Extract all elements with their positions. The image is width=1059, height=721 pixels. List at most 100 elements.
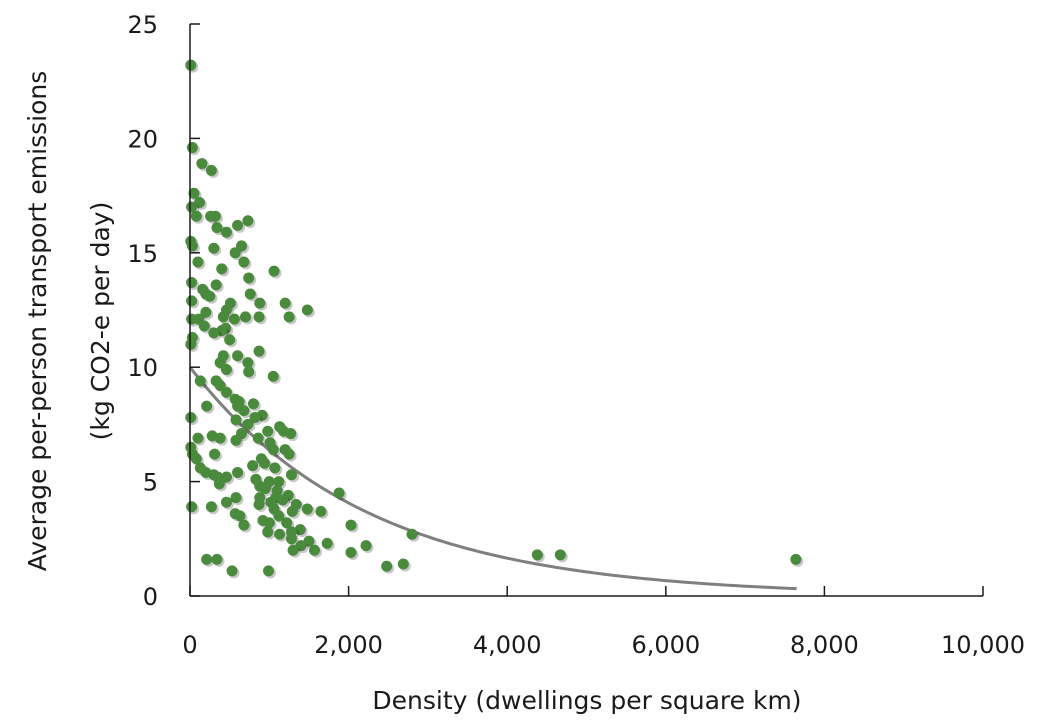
data-point [230, 414, 242, 426]
y-axis-title-group: Average per-person transport emissions [23, 71, 52, 572]
y-tick-label: 15 [127, 240, 158, 268]
data-point [196, 158, 208, 170]
data-point [345, 519, 357, 531]
data-point [192, 432, 204, 444]
data-point [247, 398, 259, 410]
data-point [240, 311, 252, 323]
data-point [216, 263, 228, 275]
data-point [531, 549, 543, 561]
data-point [190, 453, 202, 465]
data-point [238, 405, 250, 417]
data-point [790, 553, 802, 565]
data-point [253, 498, 265, 510]
data-point [220, 226, 232, 238]
data-point [309, 544, 321, 556]
data-point [286, 469, 298, 481]
data-point [283, 448, 295, 460]
data-point [185, 59, 197, 71]
data-point [273, 510, 285, 522]
data-point [190, 210, 202, 222]
data-point [397, 558, 409, 570]
y-tick-label: 20 [127, 125, 158, 153]
data-point [274, 528, 286, 540]
data-point [185, 412, 197, 424]
data-point [243, 366, 255, 378]
data-point [242, 215, 254, 227]
y-tick-label: 0 [143, 583, 158, 611]
data-point [213, 478, 225, 490]
data-point [198, 320, 210, 332]
x-tick-label: 10,000 [941, 631, 1025, 659]
data-point [220, 386, 232, 398]
data-point [301, 503, 313, 515]
data-point [220, 471, 232, 483]
data-point [263, 517, 275, 529]
data-point [238, 519, 250, 531]
data-point [281, 517, 293, 529]
x-tick-label: 8,000 [790, 631, 859, 659]
data-point [262, 526, 274, 538]
data-point [321, 537, 333, 549]
x-tick-label: 4,000 [473, 631, 542, 659]
data-point [220, 363, 232, 375]
data-point [186, 295, 198, 307]
data-point [269, 462, 281, 474]
data-point [232, 350, 244, 362]
data-point [249, 412, 261, 424]
y-axis-ticks: 0 5 10 15 20 25 [127, 11, 200, 611]
data-point [192, 256, 204, 268]
data-point [253, 311, 265, 323]
data-point [211, 222, 223, 234]
data-point [360, 540, 372, 552]
data-point [186, 142, 198, 154]
data-point [286, 505, 298, 517]
y-tick-label: 25 [127, 11, 158, 39]
y-tick-label: 5 [143, 469, 158, 497]
data-point [287, 544, 299, 556]
trendline [188, 366, 797, 591]
data-point [186, 240, 198, 252]
data-point [238, 256, 250, 268]
data-point [186, 277, 198, 289]
data-point [226, 565, 238, 577]
data-point [201, 400, 213, 412]
axes: 0 5 10 15 20 25 0 2,000 4,000 6,000 8,000 10,000 [127, 11, 1025, 659]
data-point [345, 547, 357, 559]
data-point [217, 311, 229, 323]
data-point [244, 288, 256, 300]
data-point [267, 370, 279, 382]
data-point [209, 210, 221, 222]
data-point [253, 345, 265, 357]
data-point [234, 510, 246, 522]
trendline-group [188, 366, 797, 591]
data-point [208, 327, 220, 339]
data-point [242, 418, 254, 430]
data-point [252, 432, 264, 444]
data-point [242, 357, 254, 369]
data-point [268, 265, 280, 277]
data-point [230, 434, 242, 446]
data-point [224, 334, 236, 346]
data-point [220, 496, 232, 508]
y-axis-title-line1: Average per-person transport emissions [23, 71, 52, 572]
data-point [279, 297, 291, 309]
x-tick-label: 2,000 [314, 631, 383, 659]
data-point [208, 242, 220, 254]
data-point [315, 505, 327, 517]
data-point [186, 501, 198, 513]
data-point [232, 219, 244, 231]
data-point [381, 560, 393, 572]
data-point [273, 476, 285, 488]
data-point [277, 494, 289, 506]
data-point [205, 501, 217, 513]
y-axis-title-line2: (kg CO2-e per day) [86, 202, 115, 441]
data-point [554, 549, 566, 561]
data-point [247, 460, 259, 472]
data-point [230, 492, 242, 504]
data-point [301, 304, 313, 316]
data-point [294, 524, 306, 536]
scatter-points [185, 59, 804, 579]
x-tick-label: 0 [182, 631, 197, 659]
y-tick-label: 10 [127, 354, 158, 382]
